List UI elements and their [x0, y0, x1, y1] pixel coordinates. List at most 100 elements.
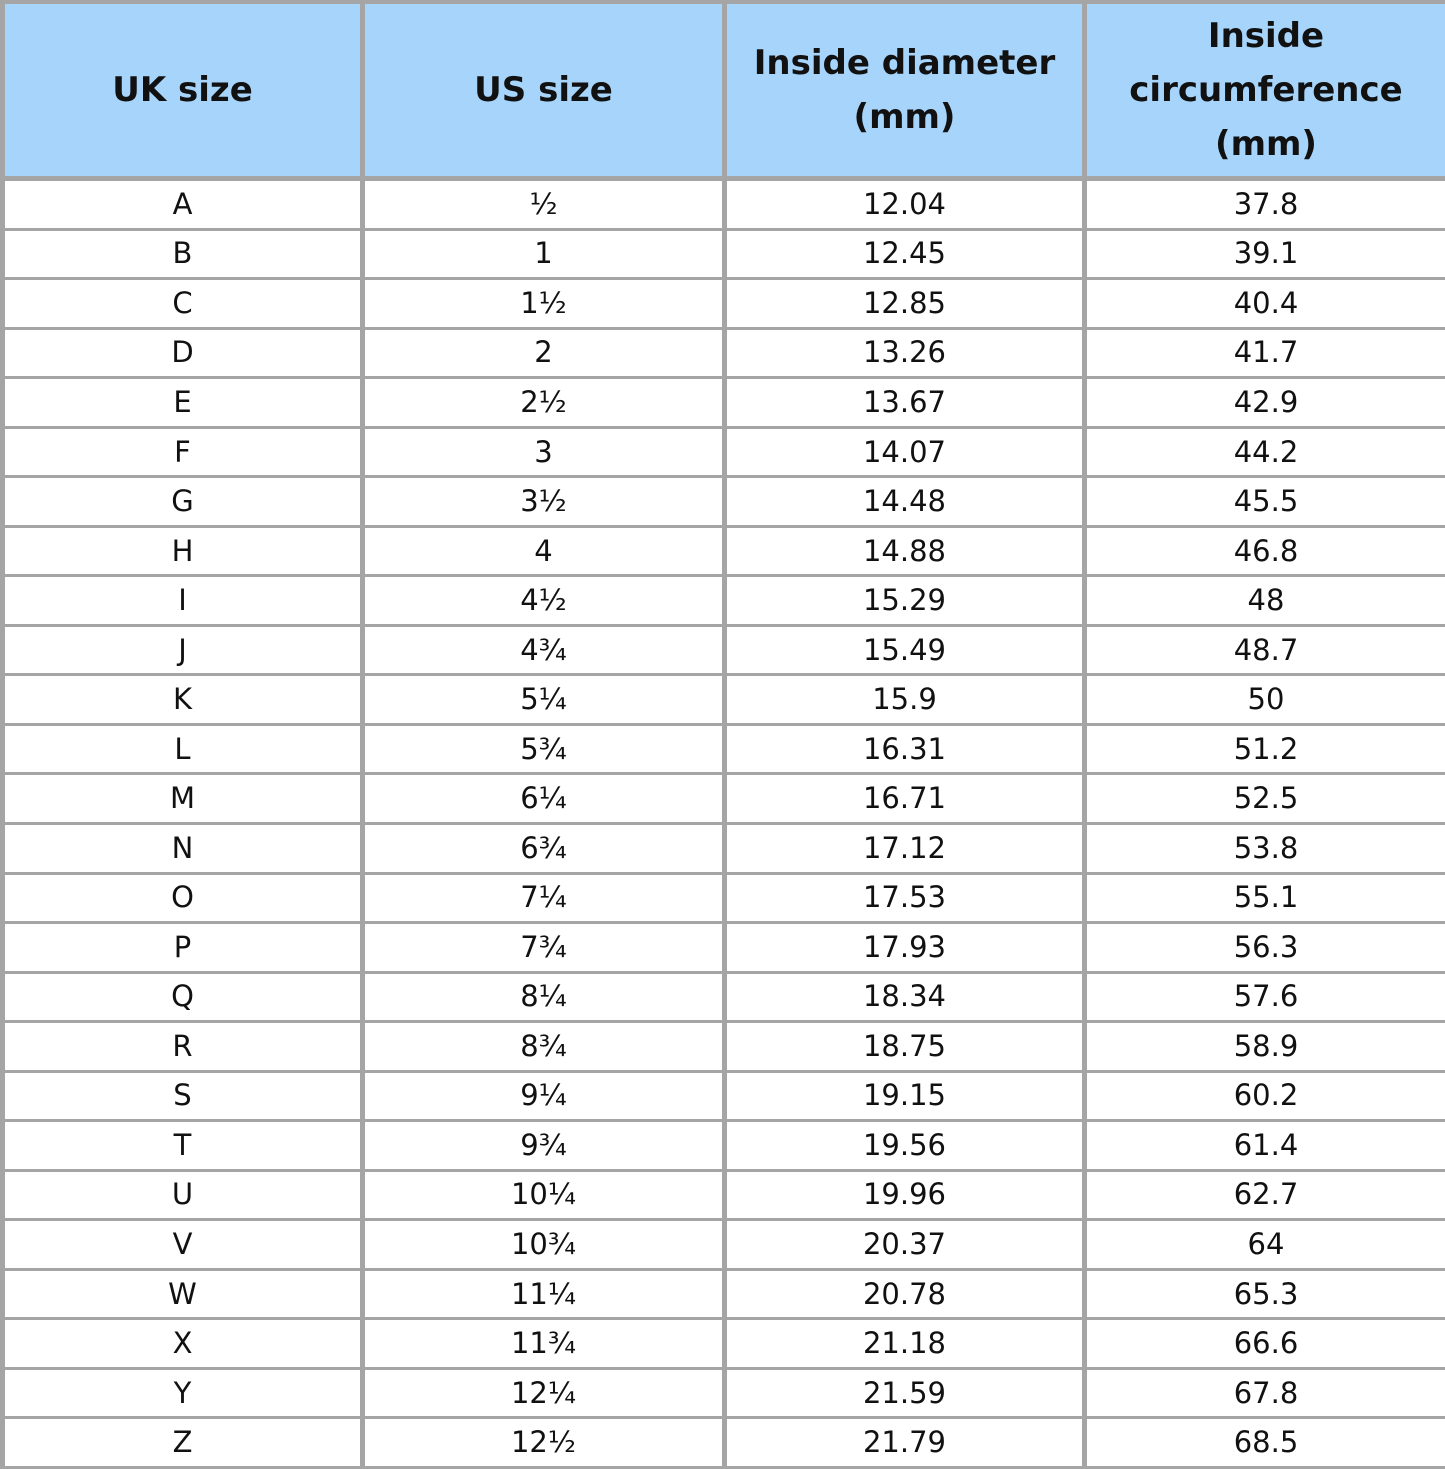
uk-size-cell: K [0, 673, 365, 726]
inside-diameter-cell: 16.71 [722, 772, 1087, 825]
inside-diameter-cell: 17.53 [722, 871, 1087, 925]
us-size-cell: 8¾ [360, 1020, 727, 1073]
us-size-cell: 11¾ [360, 1317, 727, 1370]
uk-size-cell: B [0, 227, 365, 281]
inside-diameter-cell: 12.45 [722, 227, 1087, 281]
inside-diameter-cell: 12.85 [722, 277, 1087, 330]
inside-diameter-cell: 13.67 [722, 376, 1087, 429]
inside-diameter-cell: 17.93 [722, 921, 1087, 974]
inside-circumference-cell: 50 [1082, 673, 1445, 726]
table-row: Z 12½ 21.79 68.5 [0, 1416, 1445, 1469]
inside-circumference-cell: 46.8 [1082, 524, 1445, 578]
inside-circumference-cell: 68.5 [1082, 1416, 1445, 1469]
uk-size-cell: I [0, 574, 365, 627]
uk-size-cell: X [0, 1317, 365, 1370]
inside-diameter-cell: 21.79 [722, 1416, 1087, 1469]
table-row: X 11¾ 21.18 66.6 [0, 1317, 1445, 1370]
header-uk-size: UK size [0, 0, 365, 181]
inside-diameter-cell: 13.26 [722, 326, 1087, 380]
table-row: Q 8¼ 18.34 57.6 [0, 970, 1445, 1024]
uk-size-cell: O [0, 871, 365, 925]
us-size-cell: 1 [360, 227, 727, 281]
us-size-cell: 9¼ [360, 1069, 727, 1123]
uk-size-cell: T [0, 1119, 365, 1172]
table-row: P 7¾ 17.93 56.3 [0, 921, 1445, 974]
us-size-cell: 6¼ [360, 772, 727, 825]
us-size-cell: 5¼ [360, 673, 727, 726]
inside-circumference-cell: 61.4 [1082, 1119, 1445, 1172]
inside-circumference-cell: 65.3 [1082, 1267, 1445, 1321]
inside-circumference-cell: 52.5 [1082, 772, 1445, 825]
uk-size-cell: Y [0, 1366, 365, 1420]
inside-diameter-cell: 17.12 [722, 821, 1087, 875]
inside-diameter-cell: 18.75 [722, 1020, 1087, 1073]
inside-diameter-cell: 19.56 [722, 1119, 1087, 1172]
inside-circumference-cell: 45.5 [1082, 475, 1445, 528]
us-size-cell: 9¾ [360, 1119, 727, 1172]
inside-circumference-cell: 42.9 [1082, 376, 1445, 429]
inside-diameter-cell: 21.18 [722, 1317, 1087, 1370]
inside-circumference-cell: 67.8 [1082, 1366, 1445, 1420]
us-size-cell: 4¾ [360, 623, 727, 677]
inside-circumference-cell: 53.8 [1082, 821, 1445, 875]
table-row: O 7¼ 17.53 55.1 [0, 871, 1445, 925]
us-size-cell: 3 [360, 425, 727, 479]
inside-diameter-cell: 14.48 [722, 475, 1087, 528]
table-row: W 11¼ 20.78 65.3 [0, 1267, 1445, 1321]
inside-circumference-cell: 57.6 [1082, 970, 1445, 1024]
uk-size-cell: A [0, 177, 365, 231]
table-row: Y 12¼ 21.59 67.8 [0, 1366, 1445, 1420]
table-row: K 5¼ 15.9 50 [0, 673, 1445, 726]
inside-diameter-cell: 12.04 [722, 177, 1087, 231]
uk-size-cell: M [0, 772, 365, 825]
uk-size-cell: R [0, 1020, 365, 1073]
us-size-cell: 4½ [360, 574, 727, 627]
uk-size-cell: Q [0, 970, 365, 1024]
inside-diameter-cell: 14.88 [722, 524, 1087, 578]
table-row: M 6¼ 16.71 52.5 [0, 772, 1445, 825]
us-size-cell: 2 [360, 326, 727, 380]
inside-circumference-cell: 40.4 [1082, 277, 1445, 330]
table-row: R 8¾ 18.75 58.9 [0, 1020, 1445, 1073]
us-size-cell: 5¾ [360, 722, 727, 776]
uk-size-cell: W [0, 1267, 365, 1321]
inside-circumference-cell: 62.7 [1082, 1168, 1445, 1222]
header-inside-circumference: Inside circumference (mm) [1082, 0, 1445, 181]
inside-circumference-cell: 48 [1082, 574, 1445, 627]
inside-diameter-cell: 21.59 [722, 1366, 1087, 1420]
uk-size-cell: L [0, 722, 365, 776]
uk-size-cell: S [0, 1069, 365, 1123]
inside-circumference-cell: 51.2 [1082, 722, 1445, 776]
uk-size-cell: D [0, 326, 365, 380]
us-size-cell: 12¼ [360, 1366, 727, 1420]
inside-diameter-cell: 19.96 [722, 1168, 1087, 1222]
us-size-cell: 10¼ [360, 1168, 727, 1222]
uk-size-cell: Z [0, 1416, 365, 1469]
inside-circumference-cell: 48.7 [1082, 623, 1445, 677]
table-row: N 6¾ 17.12 53.8 [0, 821, 1445, 875]
us-size-cell: 4 [360, 524, 727, 578]
table-row: J 4¾ 15.49 48.7 [0, 623, 1445, 677]
us-size-cell: 11¼ [360, 1267, 727, 1321]
inside-circumference-cell: 55.1 [1082, 871, 1445, 925]
uk-size-cell: V [0, 1218, 365, 1271]
table-row: I 4½ 15.29 48 [0, 574, 1445, 627]
us-size-cell: 6¾ [360, 821, 727, 875]
table-row: E 2½ 13.67 42.9 [0, 376, 1445, 429]
inside-diameter-cell: 14.07 [722, 425, 1087, 479]
inside-circumference-cell: 66.6 [1082, 1317, 1445, 1370]
inside-diameter-cell: 15.9 [722, 673, 1087, 726]
inside-diameter-cell: 15.49 [722, 623, 1087, 677]
uk-size-cell: C [0, 277, 365, 330]
table-row: A ½ 12.04 37.8 [0, 177, 1445, 231]
inside-diameter-cell: 15.29 [722, 574, 1087, 627]
inside-circumference-cell: 64 [1082, 1218, 1445, 1271]
uk-size-cell: N [0, 821, 365, 875]
header-us-size: US size [360, 0, 727, 181]
uk-size-cell: J [0, 623, 365, 677]
table-row: T 9¾ 19.56 61.4 [0, 1119, 1445, 1172]
us-size-cell: 2½ [360, 376, 727, 429]
inside-diameter-cell: 20.78 [722, 1267, 1087, 1321]
inside-circumference-cell: 58.9 [1082, 1020, 1445, 1073]
inside-circumference-cell: 37.8 [1082, 177, 1445, 231]
